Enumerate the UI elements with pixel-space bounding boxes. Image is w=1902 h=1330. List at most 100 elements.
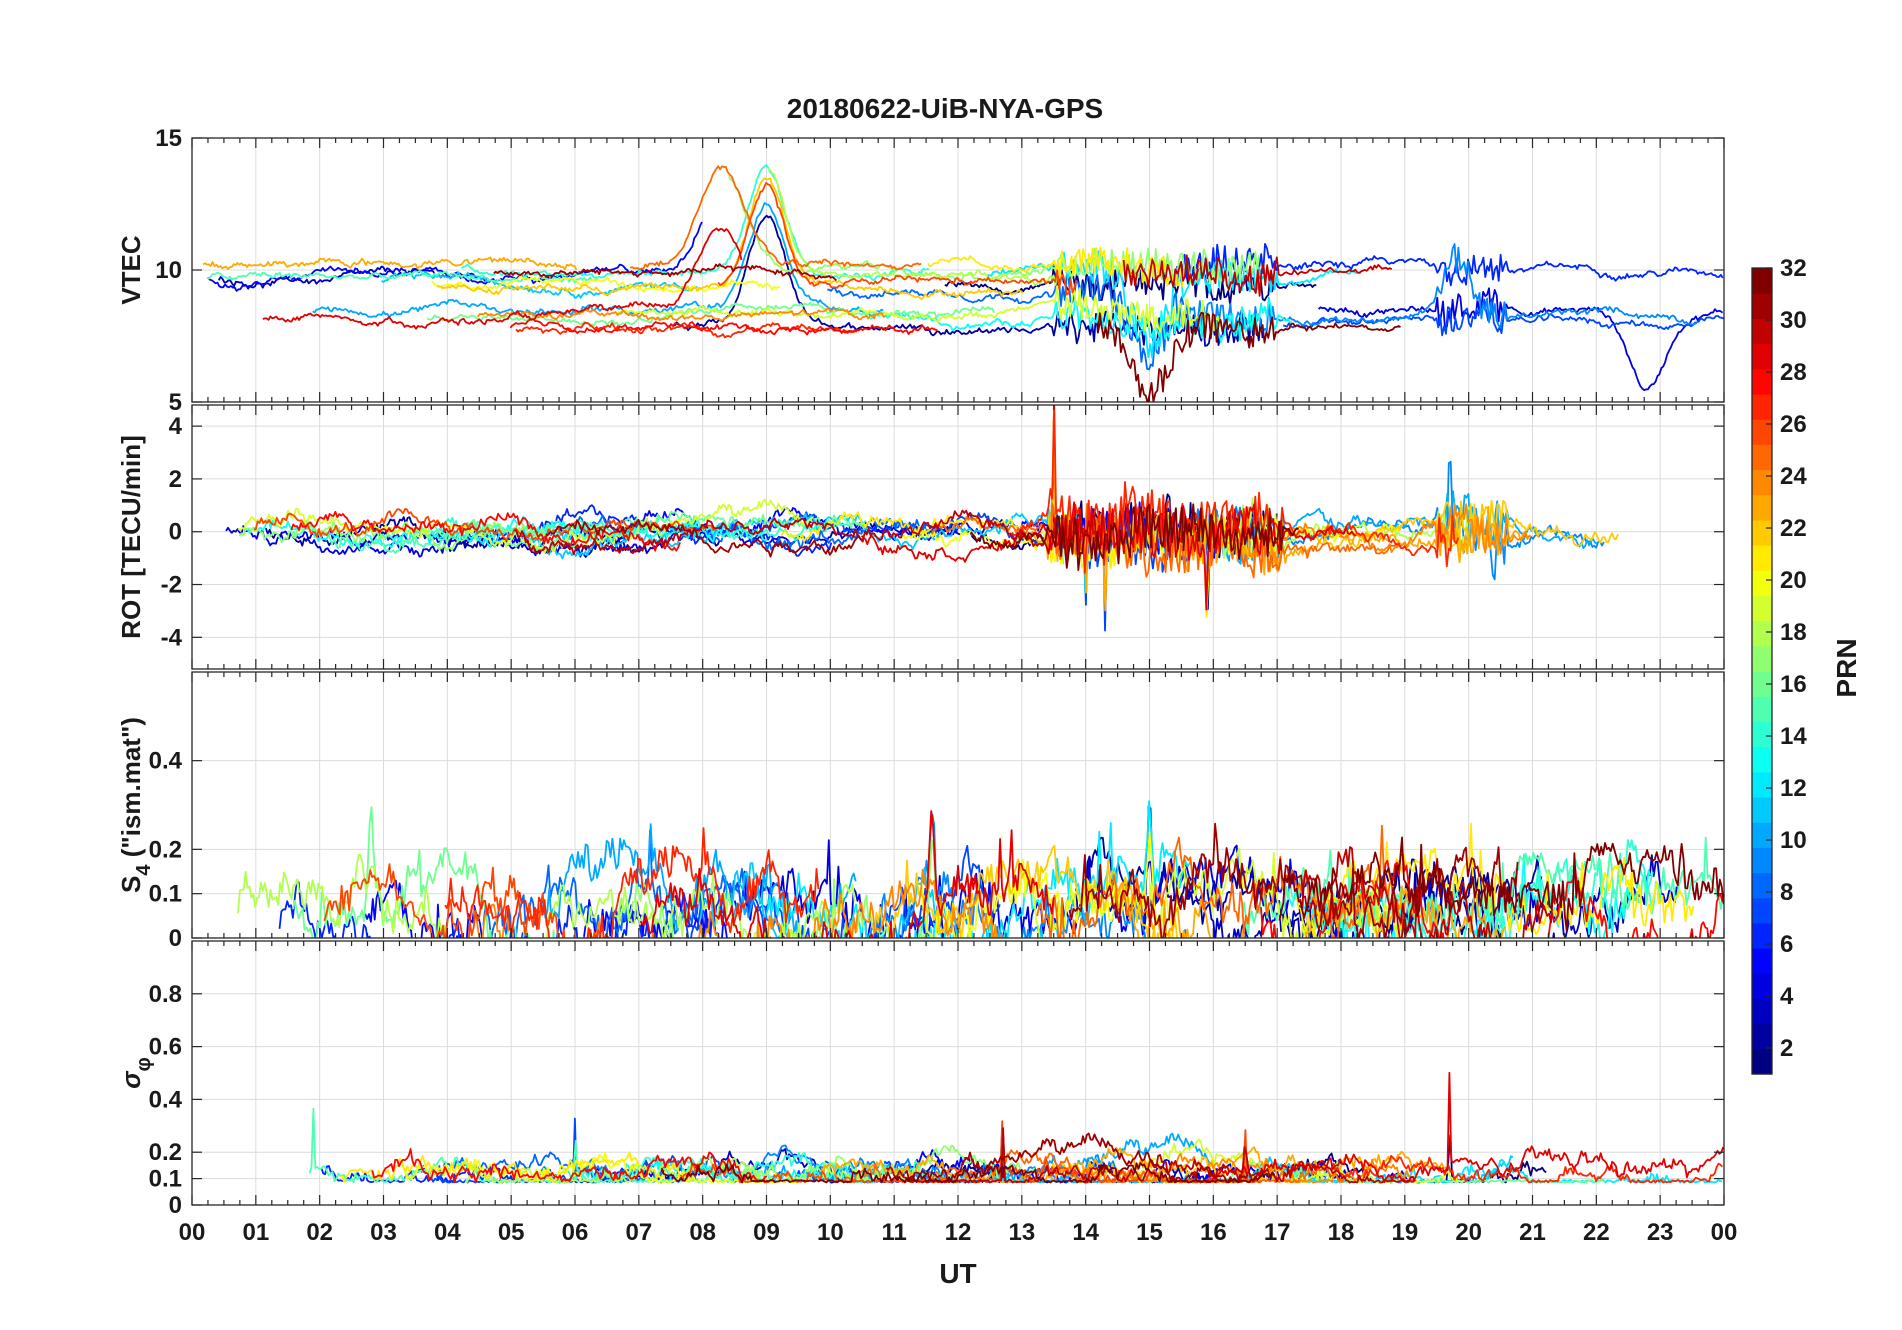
colorbar-tick-label: 8 [1780, 879, 1793, 906]
colorbar-segment [1752, 595, 1772, 622]
colorbar-segment [1752, 1048, 1772, 1075]
series-prn-32 [660, 1162, 1276, 1184]
colorbar-segment [1752, 620, 1772, 647]
x-tick-label: 20 [1455, 1219, 1482, 1246]
series-prn-19 [616, 285, 1223, 333]
series-prn-29 [639, 810, 1055, 938]
colorbar-tick-label: 28 [1780, 359, 1807, 386]
colorbar-segment [1752, 419, 1772, 445]
colorbar-tick-label: 30 [1780, 307, 1807, 334]
colorbar-segment [1752, 444, 1772, 471]
y-tick-label: 0.1 [149, 881, 182, 908]
colorbar-segment [1752, 746, 1772, 773]
series-prn-23 [820, 1146, 1449, 1184]
colorbar-segment [1752, 268, 1772, 294]
colorbar-segment [1752, 1023, 1772, 1050]
colorbar-segment [1752, 545, 1772, 571]
series-prn-27 [515, 321, 858, 339]
colorbar-segment [1752, 318, 1772, 345]
series-group [237, 800, 1724, 938]
series-prn-31 [904, 1132, 1249, 1184]
series-prn-32 [970, 503, 1299, 571]
series-prn-30 [1122, 254, 1393, 297]
x-tick-label: 00 [179, 1219, 206, 1246]
series-prn-4 [1317, 287, 1724, 392]
series-prn-13 [1287, 853, 1652, 938]
x-tick-label: 16 [1200, 1219, 1227, 1246]
series-prn-19 [1033, 847, 1403, 938]
series-prn-28 [509, 318, 938, 336]
colorbar-tick-label: 6 [1780, 931, 1793, 958]
colorbar-segment [1752, 973, 1772, 1000]
x-tick-label: 14 [1072, 1219, 1099, 1246]
y-tick-label: 0.4 [149, 748, 183, 775]
x-tick-label: 17 [1264, 1219, 1291, 1246]
y-axis-label-rot: ROT [TECU/min] [116, 435, 146, 639]
series-prn-25 [629, 165, 922, 271]
x-axis: 00 01 02 03 04 05 06 07 08 09 10 11 12 13 14 15 16 17 18 19… [179, 1219, 1738, 1246]
y-tick-label: 0.2 [149, 1139, 182, 1166]
series-prn-27 [1011, 405, 1460, 574]
series-prn-25 [931, 502, 1400, 582]
colorbar-tick-label: 12 [1780, 775, 1807, 802]
series-prn-6 [278, 879, 725, 938]
x-tick-label: 21 [1519, 1219, 1546, 1246]
y-tick-label: 10 [155, 257, 182, 284]
y-tick-label: 15 [155, 125, 182, 152]
colorbar-segment [1752, 696, 1772, 722]
series-prn-29 [262, 227, 743, 330]
series-prn-24 [476, 306, 886, 322]
colorbar-tick-label: 24 [1780, 463, 1807, 490]
x-tick-label: 02 [306, 1219, 333, 1246]
colorbar-segment [1752, 570, 1772, 597]
y-tick-label: 0 [169, 519, 182, 546]
colorbar-tick-label: 26 [1780, 411, 1807, 438]
series-prn-31 [493, 263, 838, 282]
colorbar-segment [1752, 343, 1772, 370]
series-prn-7 [684, 845, 1001, 938]
series-prn-29 [860, 501, 1357, 611]
x-tick-label: 19 [1391, 1219, 1418, 1246]
colorbar-segment [1752, 494, 1772, 521]
x-tick-label: 00 [1711, 1219, 1738, 1246]
colorbar-tick-label: 4 [1780, 983, 1794, 1010]
y-tick-label: 0.2 [149, 836, 182, 863]
colorbar-segment [1752, 393, 1772, 420]
series-prn-32 [1097, 311, 1401, 402]
y-tick-label: 0.8 [149, 981, 182, 1008]
series-prn-31 [1068, 822, 1519, 938]
colorbar-segment [1752, 671, 1772, 697]
colorbar-segment [1752, 368, 1772, 395]
series-prn-8 [482, 829, 782, 938]
series-prn-6 [1176, 242, 1724, 287]
series-group [308, 1071, 1724, 1184]
series-prn-26 [717, 181, 1078, 296]
series-prn-28 [1260, 853, 1724, 938]
colorbar-tick-label: 16 [1780, 671, 1807, 698]
y-tick-label: 0 [169, 925, 182, 952]
colorbar-tick-label: 18 [1780, 619, 1807, 646]
series-prn-31 [546, 519, 863, 558]
series-prn-18 [767, 168, 1064, 287]
y-tick-label: -4 [161, 624, 183, 651]
series-prn-11 [699, 862, 1102, 938]
series-prn-12 [767, 800, 1193, 938]
series-prn-30 [1299, 846, 1556, 938]
colorbar-segment [1752, 822, 1772, 848]
series-prn-20 [430, 275, 781, 293]
colorbar-segment [1752, 922, 1772, 949]
panel-rot: -4 -2 0 2 4 ROT [TECU/min] [116, 404, 1725, 670]
y-axis-label-s4: S4 ("ism.mat") [116, 717, 155, 893]
series-prn-26 [323, 863, 605, 938]
colorbar-frame [1751, 267, 1773, 1075]
panel-vtec: 5 10 15 VTEC [116, 125, 1725, 416]
y-tick-label: 0.4 [149, 1086, 183, 1113]
series-prn-32 [1278, 836, 1724, 932]
series-prn-9 [1177, 243, 1699, 334]
colorbar-tick-label: 32 [1780, 255, 1807, 282]
series-prn-22 [436, 177, 1024, 301]
colorbar-segment [1752, 519, 1772, 546]
colorbar-segment [1752, 796, 1772, 823]
